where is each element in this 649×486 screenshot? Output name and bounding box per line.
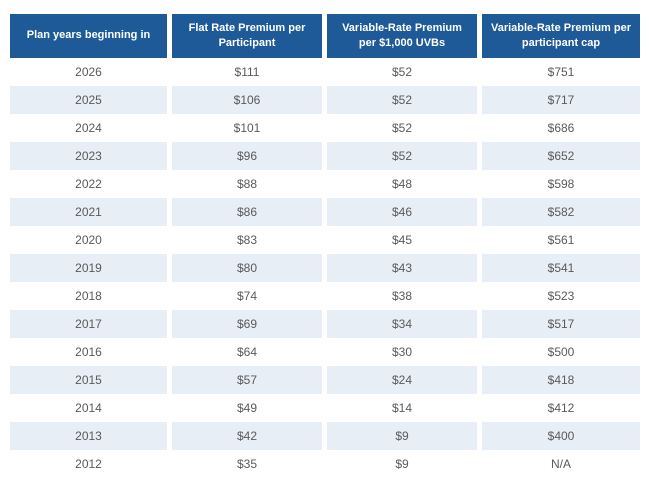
- plan-year-cell: 2012: [10, 450, 167, 478]
- table-row: 2026 $111 $52 $751: [10, 58, 640, 86]
- premium-value-cell: $582: [482, 198, 640, 226]
- column-header-variable-rate-premium-cap: Variable-Rate Premium per participant ca…: [482, 14, 640, 58]
- premium-value-cell: $751: [482, 58, 640, 86]
- premium-value-cell: $541: [482, 254, 640, 282]
- premium-value-cell: $34: [327, 310, 477, 338]
- plan-year-cell: 2026: [10, 58, 167, 86]
- premium-value-cell: $561: [482, 226, 640, 254]
- table-row: 2025 $106 $52 $717: [10, 86, 640, 114]
- plan-year-cell: 2014: [10, 394, 167, 422]
- premium-value-cell: $74: [172, 282, 322, 310]
- plan-year-cell: 2017: [10, 310, 167, 338]
- premium-value-cell: $52: [327, 114, 477, 142]
- premium-value-cell: $500: [482, 338, 640, 366]
- premium-value-cell: $9: [327, 450, 477, 478]
- premium-value-cell: $49: [172, 394, 322, 422]
- premium-value-cell: $64: [172, 338, 322, 366]
- table-row: 2014 $49 $14 $412: [10, 394, 640, 422]
- header-row: Plan years beginning in Flat Rate Premiu…: [10, 14, 640, 58]
- plan-year-cell: 2019: [10, 254, 167, 282]
- premium-value-cell: $52: [327, 58, 477, 86]
- premium-value-cell: $523: [482, 282, 640, 310]
- table-row: 2022 $88 $48 $598: [10, 170, 640, 198]
- premium-value-cell: $101: [172, 114, 322, 142]
- table-row: 2020 $83 $45 $561: [10, 226, 640, 254]
- plan-year-cell: 2016: [10, 338, 167, 366]
- plan-year-cell: 2021: [10, 198, 167, 226]
- premium-value-cell: $52: [327, 86, 477, 114]
- premium-value-cell: $24: [327, 366, 477, 394]
- premium-value-cell: $400: [482, 422, 640, 450]
- premium-rates-table: Plan years beginning in Flat Rate Premiu…: [5, 14, 645, 478]
- premium-value-cell: $88: [172, 170, 322, 198]
- premium-value-cell: $517: [482, 310, 640, 338]
- premium-value-cell: $598: [482, 170, 640, 198]
- table-body: 2026 $111 $52 $751 2025 $106 $52 $717 2024 $101 $5…: [10, 58, 640, 478]
- plan-year-cell: 2023: [10, 142, 167, 170]
- premium-value-cell: $45: [327, 226, 477, 254]
- table-row: 2013 $42 $9 $400: [10, 422, 640, 450]
- premium-value-cell: $83: [172, 226, 322, 254]
- premium-value-cell: $52: [327, 142, 477, 170]
- premium-value-cell: $9: [327, 422, 477, 450]
- column-header-variable-rate-premium-uvb: Variable-Rate Premium per $1,000 UVBs: [327, 14, 477, 58]
- premium-value-cell: $69: [172, 310, 322, 338]
- premium-value-cell: $652: [482, 142, 640, 170]
- table-row: 2018 $74 $38 $523: [10, 282, 640, 310]
- plan-year-cell: 2020: [10, 226, 167, 254]
- premium-value-cell: $35: [172, 450, 322, 478]
- premium-value-cell: $42: [172, 422, 322, 450]
- premium-value-cell: $86: [172, 198, 322, 226]
- premium-value-cell: $717: [482, 86, 640, 114]
- table-row: 2023 $96 $52 $652: [10, 142, 640, 170]
- column-header-flat-rate-premium: Flat Rate Premium per Participant: [172, 14, 322, 58]
- table-row: 2024 $101 $52 $686: [10, 114, 640, 142]
- plan-year-cell: 2022: [10, 170, 167, 198]
- premium-value-cell: $57: [172, 366, 322, 394]
- premium-value-cell: $106: [172, 86, 322, 114]
- table-row: 2015 $57 $24 $418: [10, 366, 640, 394]
- premium-value-cell: $686: [482, 114, 640, 142]
- column-header-plan-years: Plan years beginning in: [10, 14, 167, 58]
- premium-value-cell: $418: [482, 366, 640, 394]
- plan-year-cell: 2025: [10, 86, 167, 114]
- plan-year-cell: 2018: [10, 282, 167, 310]
- plan-year-cell: 2015: [10, 366, 167, 394]
- plan-year-cell: 2024: [10, 114, 167, 142]
- premium-value-cell: $412: [482, 394, 640, 422]
- premium-value-cell: $80: [172, 254, 322, 282]
- table-row: 2017 $69 $34 $517: [10, 310, 640, 338]
- premium-value-cell: $111: [172, 58, 322, 86]
- plan-year-cell: 2013: [10, 422, 167, 450]
- table-row: 2016 $64 $30 $500: [10, 338, 640, 366]
- premium-value-cell: $30: [327, 338, 477, 366]
- premium-value-cell: $48: [327, 170, 477, 198]
- table-header: Plan years beginning in Flat Rate Premiu…: [10, 14, 640, 58]
- premium-value-cell: $38: [327, 282, 477, 310]
- table-row: 2021 $86 $46 $582: [10, 198, 640, 226]
- premium-value-cell: N/A: [482, 450, 640, 478]
- premium-value-cell: $43: [327, 254, 477, 282]
- premium-value-cell: $96: [172, 142, 322, 170]
- table-row: 2019 $80 $43 $541: [10, 254, 640, 282]
- table-row: 2012 $35 $9 N/A: [10, 450, 640, 478]
- premium-value-cell: $14: [327, 394, 477, 422]
- premium-value-cell: $46: [327, 198, 477, 226]
